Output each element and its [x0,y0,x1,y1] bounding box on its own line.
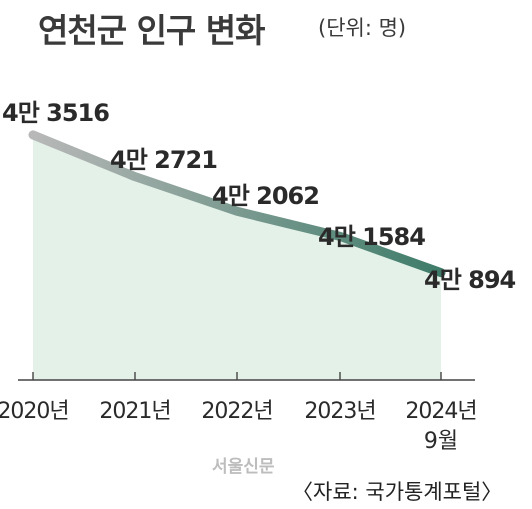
x-tick-label: 2023년 [304,399,375,424]
x-tick-label: 2022년 [201,399,272,424]
unit-note: (단위: 명) [318,16,407,40]
source-note: 〈자료: 국가통계포털〉 [292,480,503,504]
x-tick-label: 2021년 [99,399,170,424]
x-tick-label: 2020년 [0,399,69,424]
data-label: 4만 894 [424,266,516,294]
chart-title: 연천군 인구 변화 [38,11,265,50]
publisher-watermark: 서울신문 [212,457,275,477]
population-line [28,130,446,278]
area-fill [33,134,441,380]
data-label: 4만 3516 [2,99,109,127]
data-label: 4만 2062 [212,182,319,210]
data-label: 4만 2721 [110,146,217,174]
x-tick-label: 2024년 [405,399,476,424]
data-label: 4만 1584 [318,223,425,251]
x-tick-sublabel: 9월 [424,429,458,454]
